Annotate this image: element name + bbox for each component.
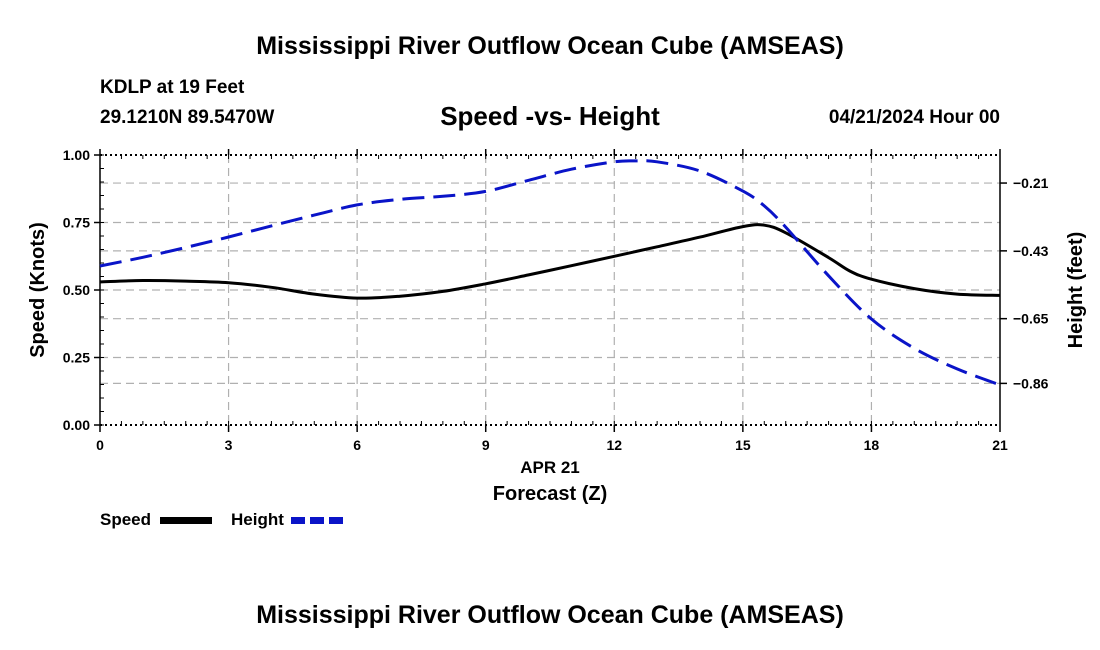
data-point-speed: [570, 265, 572, 267]
y-right-tick-label: −0.43: [1013, 243, 1049, 259]
main-title: Mississippi River Outflow Ocean Cube (AM…: [256, 32, 844, 60]
data-point-height: [956, 368, 958, 370]
data-point-speed: [656, 246, 658, 248]
y-axis-label-right: Height (feet): [1065, 232, 1087, 349]
coordinates-label: 29.1210N 89.5470W: [100, 107, 275, 128]
data-point-speed: [763, 224, 765, 226]
data-point-height: [527, 179, 529, 181]
data-point-height: [442, 195, 444, 197]
legend-label-speed: Speed: [100, 510, 152, 529]
y-right-tick-label: −0.86: [1013, 375, 1049, 391]
legend-swatch-height: [291, 517, 343, 524]
data-point-height: [999, 384, 1001, 386]
data-point-height: [227, 236, 229, 238]
data-point-height: [399, 198, 401, 200]
y-left-tick-label: 0.00: [63, 417, 90, 433]
data-point-height: [356, 204, 358, 206]
data-point-height: [613, 161, 615, 163]
data-point-speed: [270, 286, 272, 288]
x-date-label: APR 21: [520, 458, 580, 477]
bottom-title: Mississippi River Outflow Ocean Cube (AM…: [256, 601, 844, 629]
data-point-height: [742, 190, 744, 192]
data-point-height: [185, 246, 187, 248]
data-point-speed: [313, 293, 315, 295]
data-point-height: [635, 160, 637, 162]
x-tick-label: 18: [864, 437, 880, 453]
data-point-speed: [913, 287, 915, 289]
legend-swatch-speed: [160, 517, 212, 524]
data-point-height: [699, 170, 701, 172]
data-point-speed: [870, 278, 872, 280]
y-left-tick-label: 0.75: [63, 215, 90, 231]
data-point-speed: [742, 225, 744, 227]
chart-title: Speed -vs- Height: [440, 101, 660, 131]
data-point-height: [656, 161, 658, 163]
y-left-tick-label: 1.00: [63, 147, 90, 163]
data-point-speed: [399, 295, 401, 297]
data-point-speed: [185, 280, 187, 282]
y-left-tick-label: 0.25: [63, 350, 90, 366]
series-line-speed: [99, 223, 1001, 300]
data-point-height: [570, 168, 572, 170]
datetime-label: 04/21/2024 Hour 00: [828, 107, 1000, 128]
x-tick-label: 0: [96, 437, 104, 453]
legend-label-height: Height: [231, 510, 284, 529]
data-point-height: [870, 318, 872, 320]
x-tick-label: 15: [735, 437, 751, 453]
data-point-height: [270, 225, 272, 227]
x-tick-label: 9: [482, 437, 490, 453]
y-right-tick-label: −0.65: [1013, 311, 1049, 327]
data-point-speed: [442, 290, 444, 292]
data-point-speed: [485, 283, 487, 285]
series-layer: [99, 159, 1001, 387]
x-axis-label: Forecast (Z): [492, 483, 608, 505]
data-point-height: [827, 275, 829, 277]
y-left-tick-label: 0.50: [63, 282, 90, 298]
y-right-tick-label: −0.21: [1013, 175, 1049, 191]
data-point-height: [142, 256, 144, 258]
x-tick-label: 6: [353, 437, 361, 453]
x-tick-label: 3: [225, 437, 233, 453]
data-point-height: [313, 214, 315, 216]
data-point-speed: [356, 297, 358, 299]
data-point-speed: [613, 255, 615, 257]
y-axis-label-left: Speed (Knots): [27, 222, 49, 358]
x-tick-label: 21: [992, 437, 1008, 453]
data-point-speed: [956, 293, 958, 295]
data-point-speed: [142, 279, 144, 281]
data-point-speed: [99, 281, 101, 283]
data-point-height: [485, 190, 487, 192]
data-point-height: [913, 347, 915, 349]
data-point-height: [785, 226, 787, 228]
data-point-speed: [699, 236, 701, 238]
station-label: KDLP at 19 Feet: [100, 77, 245, 98]
data-point-speed: [827, 256, 829, 258]
data-point-speed: [527, 274, 529, 276]
data-point-height: [763, 205, 765, 207]
data-point-speed: [849, 270, 851, 272]
data-point-speed: [227, 282, 229, 284]
data-point-speed: [785, 232, 787, 234]
data-point-height: [99, 265, 101, 267]
data-point-speed: [999, 294, 1001, 296]
axes: [94, 149, 1007, 432]
series-line-height: [99, 159, 1001, 387]
x-tick-label: 12: [606, 437, 622, 453]
grid: [100, 155, 1000, 425]
tick-labels: 0.00 0.25 0.50 0.75 1.00 −0.21 −0.43 −0.65 −0.86…: [63, 147, 1049, 453]
